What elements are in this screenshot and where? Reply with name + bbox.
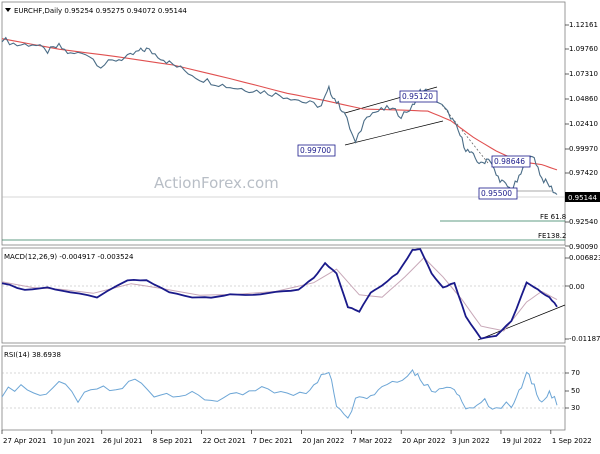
annotation-098646: 0.98646 [491,155,531,168]
fe-138-label: FE138.2 [538,232,567,240]
x-tick-label: 7 Mar 2022 [352,437,392,445]
x-tick-label: 20 Jan 2022 [302,437,344,445]
rsi-line [1,368,558,419]
annotation-099700: 0.99700 [297,144,336,157]
fe-61-label: FE 61.8 [540,213,566,221]
y-tick-label: 1.12161 [569,21,598,29]
rsi-panel [1,345,566,431]
dropdown-icon[interactable] [5,8,11,12]
x-tick-label: 27 Apr 2021 [3,437,46,445]
svg-text:0.95120: 0.95120 [402,92,433,101]
y-tick-label: 0.006823 [569,254,600,262]
y-tick-label: 0.90090 [569,243,598,251]
x-tick-label: 3 Jun 2022 [452,437,490,445]
price-y-axis: 1.12161 1.09760 1.07310 1.04860 1.02410 … [565,21,598,251]
y-tick-label: 0.00 [569,283,585,291]
current-price-tag [565,192,600,202]
svg-text:0.99700: 0.99700 [300,146,331,155]
watermark: ActionForex.com [154,174,279,192]
y-tick-label: 70 [571,369,580,377]
macd-y-axis: 0.006823 0.00 -0.011874 [565,254,600,343]
channel-lower [344,120,444,146]
y-tick-label: 30 [571,404,580,412]
svg-text:0.98646: 0.98646 [494,157,525,166]
x-tick-label: 22 Oct 2021 [203,437,246,445]
x-tick-label: 1 Sep 2022 [552,437,592,445]
macd-header-text: MACD(12,26,9) -0.004917 -0.003524 [4,253,134,261]
price-panel [1,1,566,246]
macd-line [1,248,558,340]
y-tick-label: 1.04860 [569,95,598,103]
x-tick-label: 8 Sep 2021 [153,437,193,445]
x-tick-label: 10 Jun 2021 [53,437,95,445]
y-tick-label: 1.07310 [569,70,598,78]
rsi-y-axis: 70 50 30 [565,369,580,412]
price-header: EURCHF,Daily 0.95254 0.95275 0.94072 0.9… [5,7,187,15]
rsi-header-text: RSI(14) 38.6938 [4,351,61,359]
y-tick-label: 0.92540 [569,218,598,226]
price-line [1,36,558,195]
y-tick-label: 50 [571,387,580,395]
annotation-095500: 0.95500 [478,187,518,200]
x-tick-label: 20 Apr 2022 [402,437,445,445]
x-tick-label: 26 Jul 2021 [103,437,143,445]
svg-text:0.95500: 0.95500 [481,189,512,198]
current-price-label: 0.95144 [568,194,597,202]
annotation-105120: 0.95120 [399,90,438,103]
x-tick-label: 19 Jul 2022 [502,437,542,445]
y-tick-label: 0.99970 [569,145,598,153]
x-tick-label: 7 Dec 2021 [252,437,292,445]
y-tick-label: 1.09760 [569,45,598,53]
macd-panel [1,247,566,344]
macd-support-line [477,304,566,341]
y-tick-label: 1.02410 [569,120,598,128]
price-header-text: EURCHF,Daily 0.95254 0.95275 0.94072 0.9… [14,7,187,15]
y-tick-label: -0.011874 [569,335,600,343]
y-tick-label: 0.97420 [569,169,598,177]
x-axis: 27 Apr 2021 10 Jun 2021 26 Jul 2021 8 Sep 2… [1,430,592,445]
